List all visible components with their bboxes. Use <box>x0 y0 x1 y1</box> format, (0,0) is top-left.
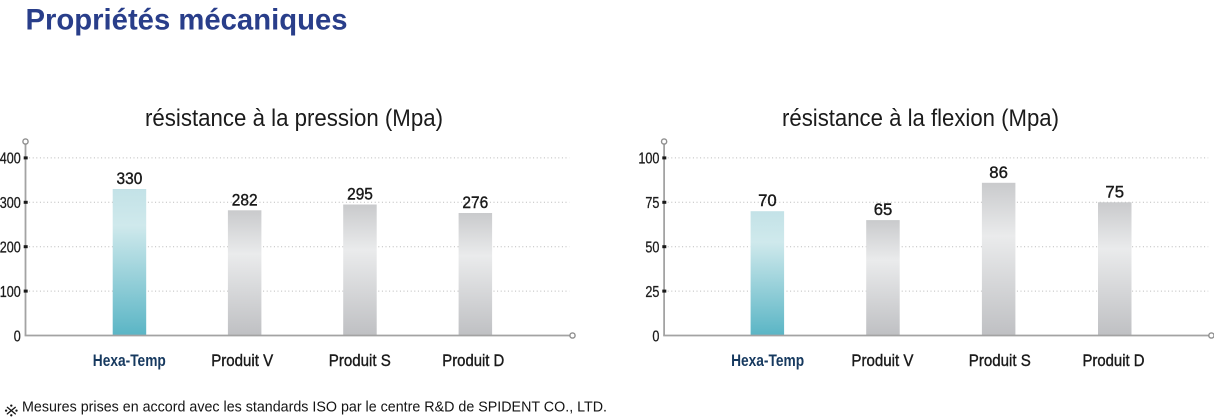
svg-text:70: 70 <box>758 191 777 210</box>
svg-text:0: 0 <box>652 328 659 345</box>
svg-text:Produit V: Produit V <box>851 351 914 370</box>
svg-text:résistance à la flexion (Mpa): résistance à la flexion (Mpa) <box>782 105 1059 132</box>
svg-text:Produit S: Produit S <box>329 351 391 370</box>
svg-text:Mesures prises en accord avec: Mesures prises en accord avec les standa… <box>22 399 607 416</box>
svg-text:330: 330 <box>117 169 143 188</box>
svg-text:300: 300 <box>0 195 21 212</box>
svg-text:75: 75 <box>1105 182 1124 201</box>
svg-text:Produit S: Produit S <box>969 351 1031 370</box>
svg-text:Produit V: Produit V <box>211 351 274 370</box>
svg-text:65: 65 <box>874 200 893 219</box>
svg-text:0: 0 <box>14 328 21 345</box>
svg-text:295: 295 <box>347 185 373 204</box>
svg-text:100: 100 <box>0 284 21 301</box>
svg-text:50: 50 <box>645 240 659 257</box>
svg-text:résistance à la pression (Mpa): résistance à la pression (Mpa) <box>145 105 443 132</box>
svg-text:282: 282 <box>232 190 258 209</box>
svg-text:Produit D: Produit D <box>1083 351 1145 370</box>
svg-text:276: 276 <box>462 193 488 212</box>
svg-text:400: 400 <box>0 151 21 168</box>
svg-text:100: 100 <box>638 151 659 168</box>
svg-text:75: 75 <box>645 195 659 212</box>
svg-text:86: 86 <box>989 163 1008 182</box>
svg-text:Hexa-Temp: Hexa-Temp <box>731 351 804 370</box>
svg-text:Hexa-Temp: Hexa-Temp <box>93 351 166 370</box>
svg-text:200: 200 <box>0 240 21 257</box>
svg-text:25: 25 <box>645 284 659 301</box>
svg-text:Produit D: Produit D <box>442 351 504 370</box>
svg-text:Propriétés mécaniques: Propriétés mécaniques <box>26 4 348 37</box>
